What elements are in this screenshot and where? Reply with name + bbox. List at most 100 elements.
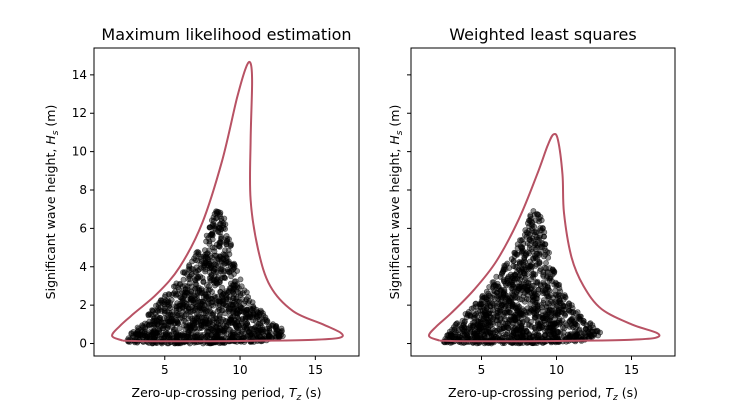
data-point (551, 269, 557, 276)
data-point (231, 278, 238, 285)
data-point (215, 263, 221, 269)
data-point (562, 293, 568, 300)
data-point (489, 284, 496, 291)
data-point (207, 264, 214, 271)
data-point (242, 310, 249, 317)
data-point (478, 301, 484, 308)
x-axis-label: Zero-up-crossing period, Tz (s) (448, 385, 638, 400)
data-point (543, 304, 550, 311)
data-point (572, 319, 578, 326)
data-point (273, 323, 279, 329)
data-point (194, 257, 201, 264)
data-point (505, 325, 512, 332)
data-point (172, 283, 179, 289)
data-point (173, 307, 180, 313)
data-point (233, 309, 240, 316)
data-point (556, 285, 563, 292)
data-point (477, 322, 484, 328)
data-point (530, 270, 536, 277)
data-point (493, 273, 500, 280)
data-point (198, 286, 205, 293)
data-point (195, 317, 201, 324)
data-point (187, 308, 194, 315)
data-point (229, 261, 236, 268)
data-point (544, 316, 551, 322)
data-point (526, 234, 533, 240)
data-point (504, 309, 510, 316)
data-point (264, 325, 271, 332)
data-point (515, 313, 522, 320)
data-point (522, 274, 529, 281)
data-point (273, 333, 280, 340)
data-point (252, 318, 259, 325)
data-point (532, 299, 539, 306)
data-point (541, 233, 547, 240)
data-point (186, 304, 192, 311)
data-point (247, 332, 253, 339)
data-point (554, 334, 561, 341)
data-point (523, 317, 530, 324)
data-point (539, 308, 546, 315)
data-point (527, 212, 534, 219)
x-tick-label: 5 (478, 363, 486, 377)
data-point (132, 330, 139, 337)
data-point (543, 260, 549, 266)
data-point (491, 333, 497, 339)
data-point (186, 263, 192, 270)
points-group (440, 208, 603, 347)
data-point (234, 284, 241, 291)
data-point (521, 231, 528, 238)
data-point (226, 251, 233, 258)
data-point (472, 301, 479, 307)
data-point (198, 300, 205, 307)
data-point (208, 258, 215, 265)
data-point (498, 271, 505, 278)
data-point (196, 325, 203, 332)
data-point (236, 303, 243, 310)
data-point (483, 330, 490, 337)
data-point (544, 268, 551, 275)
x-tick-label: 5 (161, 363, 169, 377)
data-point (529, 235, 536, 242)
data-point (220, 222, 227, 229)
data-point (502, 331, 509, 338)
data-point (221, 215, 228, 222)
y-tick-label: 8 (79, 183, 87, 197)
data-point (223, 239, 230, 246)
data-point (217, 240, 223, 247)
x-tick-label: 15 (624, 363, 639, 377)
data-point (491, 327, 498, 334)
data-point (542, 251, 549, 258)
data-point (188, 272, 194, 278)
y-ticks: 0 2 4 6 8 10 12 14 (72, 68, 94, 351)
data-point (510, 284, 517, 290)
data-point (205, 319, 212, 326)
points-group (124, 208, 286, 347)
data-point (260, 328, 266, 335)
data-point (145, 312, 152, 319)
data-point (216, 242, 223, 249)
data-point (569, 305, 576, 311)
data-point (174, 319, 181, 326)
data-point (530, 305, 537, 312)
data-point (166, 314, 173, 321)
data-point (452, 329, 459, 336)
x-tick-label: 15 (308, 363, 323, 377)
data-point (533, 210, 540, 217)
data-point (493, 317, 500, 323)
data-point (182, 319, 189, 325)
data-point (221, 274, 228, 281)
data-point (227, 243, 234, 249)
data-point (169, 324, 176, 331)
data-point (213, 208, 219, 215)
data-point (209, 296, 216, 302)
data-point (514, 334, 520, 341)
data-point (514, 245, 521, 251)
y-axis-label: Significant wave height, Hs (m) (43, 105, 61, 300)
data-point (524, 284, 530, 291)
data-point (203, 253, 210, 260)
data-point (244, 320, 250, 327)
data-point (532, 271, 539, 278)
data-point (255, 309, 261, 316)
data-point (165, 291, 172, 297)
